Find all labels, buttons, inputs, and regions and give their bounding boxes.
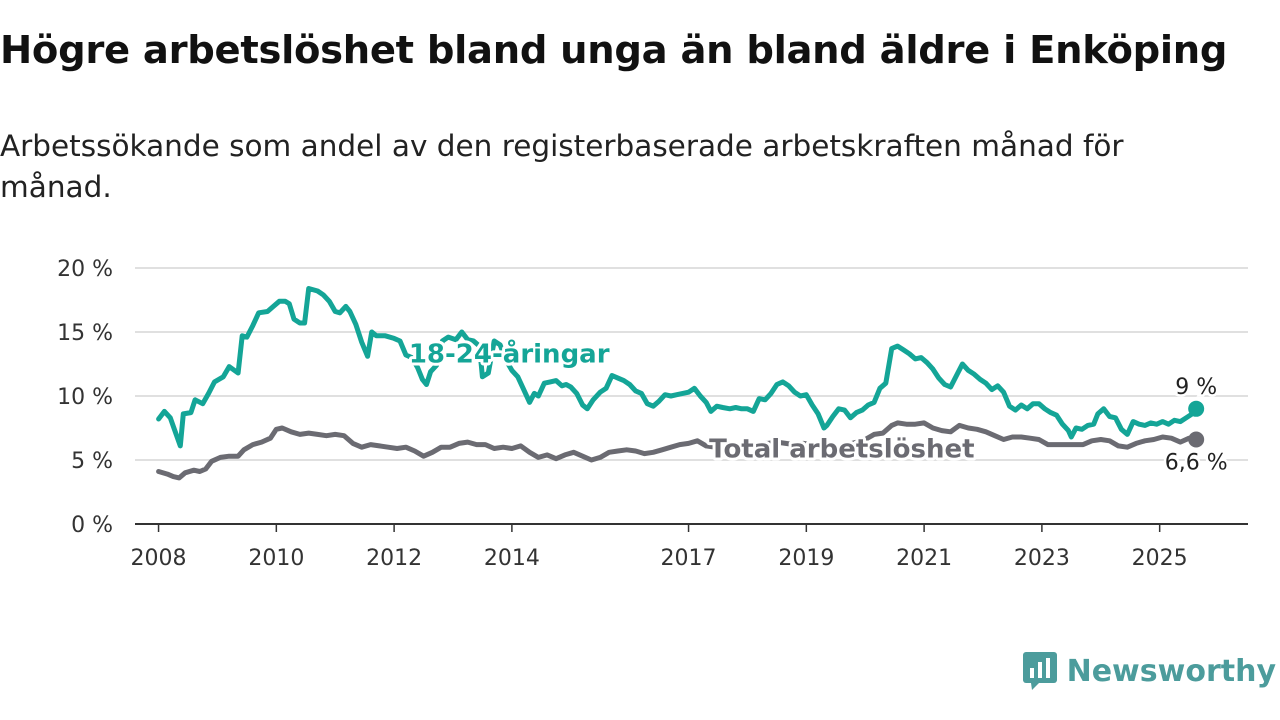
- series-label-young: 18-24-åringar: [409, 338, 610, 370]
- gridlines: [135, 267, 1248, 461]
- x-tick-label: 2012: [366, 546, 422, 571]
- series-line-0: [156, 286, 1199, 449]
- end-label-young: 9 %: [1175, 375, 1217, 400]
- x-tick-label: 2019: [778, 546, 834, 571]
- y-tick-label: 5 %: [71, 449, 113, 474]
- series-end-point-0: [1188, 400, 1205, 417]
- y-tick-label: 10 %: [57, 385, 113, 410]
- series-line-1: [156, 420, 1199, 481]
- series-labels: 18-24-åringar Total arbetslöshet 9 % 6,6 %: [406, 335, 1230, 478]
- x-axis-ticks: 2008 2010 2012 2014 2017 2019 2021 2023 2025: [131, 523, 1248, 571]
- x-tick-label: 2008: [131, 546, 187, 571]
- y-tick-label: 15 %: [57, 321, 113, 346]
- end-label-total: 6,6 %: [1165, 451, 1228, 476]
- series-end-point-1: [1188, 431, 1205, 448]
- x-tick-label: 2010: [248, 546, 304, 571]
- x-tick-label: 2025: [1132, 546, 1188, 571]
- y-tick-label: 20 %: [57, 257, 113, 282]
- x-tick-label: 2017: [661, 546, 717, 571]
- brand: Newsworthy: [1022, 652, 1276, 690]
- series-lines: [156, 286, 1205, 481]
- chart-title: Högre arbetslöshet bland unga än bland ä…: [0, 28, 1228, 73]
- x-tick-label: 2014: [484, 546, 540, 571]
- chart-subtitle: Arbetssökande som andel av den registerb…: [0, 129, 1124, 204]
- y-axis-ticks: 0 % 5 % 10 % 15 % 20 %: [57, 257, 113, 538]
- x-tick-label: 2021: [896, 546, 952, 571]
- series-label-total: Total arbetslöshet: [709, 434, 974, 464]
- brand-name: Newsworthy: [1066, 653, 1276, 689]
- x-tick-label: 2023: [1014, 546, 1070, 571]
- newsworthy-logo-icon: [1022, 652, 1057, 690]
- y-tick-label: 0 %: [71, 513, 113, 538]
